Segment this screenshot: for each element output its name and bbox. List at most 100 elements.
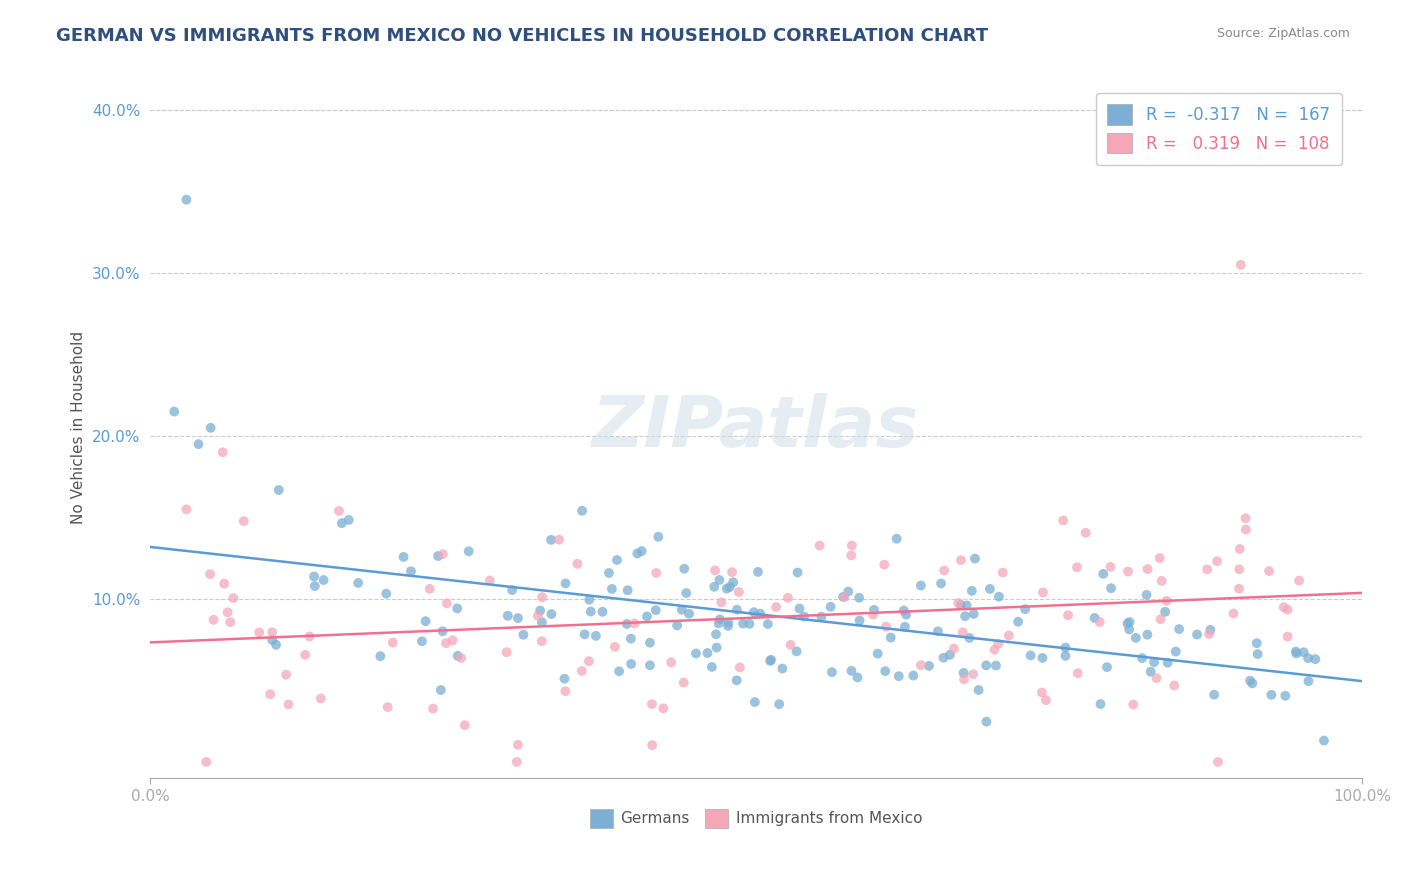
Point xyxy=(949,598,972,612)
Point xyxy=(219,615,242,630)
Point xyxy=(1118,615,1140,629)
Point xyxy=(1204,688,1226,702)
Point xyxy=(866,647,889,661)
Point xyxy=(1313,733,1336,747)
Point xyxy=(893,604,915,618)
Point xyxy=(1258,564,1281,578)
Point xyxy=(846,670,869,684)
Point xyxy=(756,617,779,632)
Point xyxy=(848,591,870,605)
Point xyxy=(478,574,501,588)
Point xyxy=(1288,574,1310,588)
Point xyxy=(948,596,970,610)
Legend: Germans, Immigrants from Mexico: Germans, Immigrants from Mexico xyxy=(583,803,928,834)
Point xyxy=(875,620,897,634)
Point xyxy=(976,714,998,729)
Point xyxy=(1246,647,1268,661)
Point xyxy=(304,579,326,593)
Point xyxy=(419,582,441,596)
Point xyxy=(377,700,399,714)
Point xyxy=(841,664,863,678)
Point xyxy=(636,609,658,624)
Point xyxy=(997,628,1019,642)
Point xyxy=(1274,689,1296,703)
Point xyxy=(430,683,453,698)
Point xyxy=(939,648,962,662)
Point xyxy=(700,660,723,674)
Point xyxy=(548,533,571,547)
Point xyxy=(974,658,997,673)
Point xyxy=(571,664,593,678)
Point xyxy=(738,616,761,631)
Point xyxy=(1285,647,1308,661)
Point xyxy=(703,580,725,594)
Point xyxy=(1136,562,1159,576)
Point xyxy=(979,582,1001,596)
Point xyxy=(553,672,575,686)
Point xyxy=(585,629,607,643)
Point xyxy=(1164,644,1187,658)
Point xyxy=(1143,655,1166,669)
Point xyxy=(217,605,239,619)
Point xyxy=(211,445,233,459)
Point xyxy=(616,583,638,598)
Point xyxy=(531,590,554,604)
Point xyxy=(666,618,689,632)
Point xyxy=(875,664,897,678)
Point xyxy=(427,549,450,563)
Point xyxy=(399,564,422,578)
Point xyxy=(929,576,952,591)
Point xyxy=(1285,644,1308,658)
Point xyxy=(934,564,956,578)
Point xyxy=(1227,562,1250,576)
Point xyxy=(512,628,534,642)
Point xyxy=(1206,755,1229,769)
Point xyxy=(647,530,669,544)
Y-axis label: No Vehicles in Household: No Vehicles in Household xyxy=(72,331,86,524)
Point xyxy=(600,582,623,596)
Point xyxy=(422,701,444,715)
Point xyxy=(1032,585,1054,599)
Point xyxy=(1229,541,1251,556)
Point xyxy=(952,625,974,640)
Point xyxy=(574,627,596,641)
Point xyxy=(195,755,218,769)
Point xyxy=(675,586,697,600)
Point xyxy=(540,607,562,621)
Point xyxy=(606,553,628,567)
Point xyxy=(673,562,696,576)
Point xyxy=(942,641,965,656)
Point xyxy=(1118,623,1140,637)
Point xyxy=(983,642,1005,657)
Point xyxy=(1146,671,1168,685)
Point xyxy=(530,615,553,630)
Point xyxy=(641,697,664,711)
Point xyxy=(302,569,325,583)
Point xyxy=(501,583,523,598)
Point xyxy=(298,629,321,643)
Point xyxy=(222,591,245,606)
Point xyxy=(1007,615,1029,629)
Point xyxy=(262,625,284,640)
Point xyxy=(707,616,730,631)
Point xyxy=(709,612,731,626)
Point xyxy=(592,605,614,619)
Point xyxy=(616,617,638,632)
Point xyxy=(176,502,198,516)
Point xyxy=(1092,566,1115,581)
Point xyxy=(176,193,198,207)
Point xyxy=(506,738,529,752)
Point xyxy=(1035,693,1057,707)
Point xyxy=(1198,627,1220,641)
Text: GERMAN VS IMMIGRANTS FROM MEXICO NO VEHICLES IN HOUSEHOLD CORRELATION CHART: GERMAN VS IMMIGRANTS FROM MEXICO NO VEHI… xyxy=(56,27,988,45)
Point xyxy=(337,513,360,527)
Point xyxy=(932,650,955,665)
Point xyxy=(1277,630,1299,644)
Point xyxy=(1014,602,1036,616)
Point xyxy=(1149,612,1171,626)
Point xyxy=(704,563,727,577)
Point xyxy=(1303,652,1326,666)
Point xyxy=(841,539,863,553)
Point xyxy=(1150,574,1173,588)
Point xyxy=(987,637,1010,651)
